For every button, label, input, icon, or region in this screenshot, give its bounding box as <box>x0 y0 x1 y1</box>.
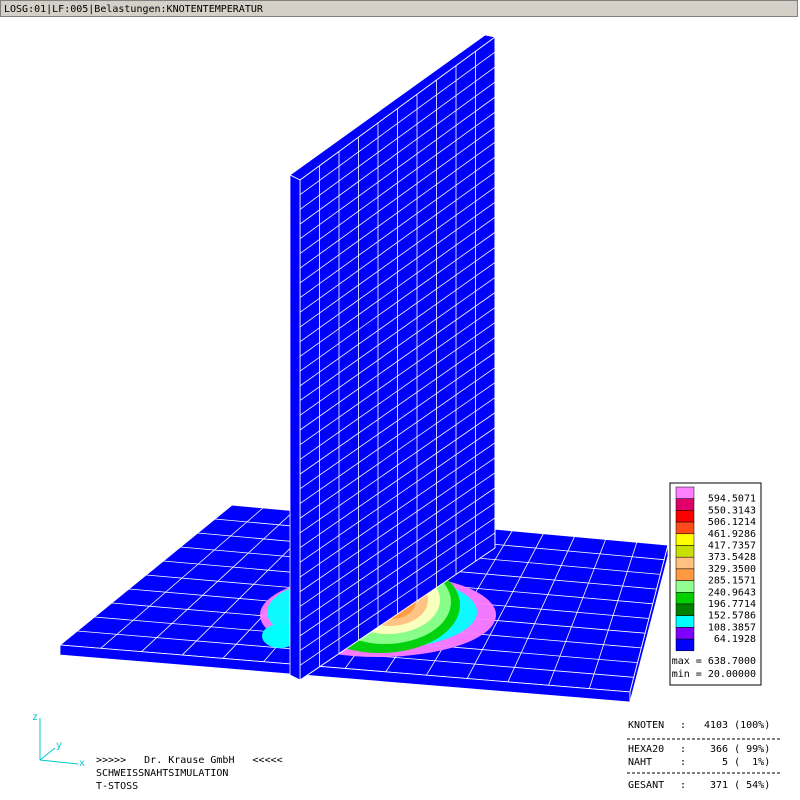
mesh-line <box>299 126 496 269</box>
stat-value: 366 ( 99%) <box>704 744 770 755</box>
mesh-line <box>299 337 496 475</box>
stat-sep: : <box>680 780 686 791</box>
legend-label: 550.3143 <box>708 505 756 516</box>
mesh-line <box>299 532 496 666</box>
mesh-line <box>299 262 496 401</box>
mesh-line <box>299 81 496 225</box>
legend-swatch <box>675 545 695 558</box>
mesh-line <box>299 111 496 254</box>
mesh-line <box>299 382 496 519</box>
mesh-line <box>299 397 496 534</box>
legend-min: min = 20.00000 <box>672 669 756 680</box>
legend-label: 64.1928 <box>714 634 756 645</box>
legend-label: 196.7714 <box>708 599 756 610</box>
mesh-line <box>299 367 496 504</box>
footer-line: T-STOSS <box>96 781 138 792</box>
mesh-line <box>299 51 496 196</box>
legend-swatch <box>675 533 695 546</box>
legend-swatch <box>675 521 695 535</box>
plate-edge <box>629 544 669 703</box>
legend-swatch <box>675 486 695 499</box>
legend-label: 329.3500 <box>708 564 756 575</box>
footer-company: >>>>> Dr. Krause GmbH <<<<< <box>96 755 283 766</box>
mesh-line <box>299 141 496 284</box>
axis-x <box>39 759 79 765</box>
legend-label: 373.5428 <box>708 552 756 563</box>
mesh-line <box>299 442 496 578</box>
mesh-line <box>299 427 496 563</box>
legend-swatch <box>675 638 695 652</box>
stat-label: GESANT <box>628 780 664 791</box>
legend-swatch <box>675 615 695 628</box>
legend-label: 417.7357 <box>708 541 756 552</box>
axis-y-label: y <box>56 740 62 751</box>
title-bar: LOSG:01|LF:005|Belastungen:KNOTENTEMPERA… <box>0 0 798 17</box>
legend-swatch <box>675 627 695 640</box>
stat-value: 371 ( 54%) <box>704 780 770 791</box>
mesh-line <box>299 66 496 210</box>
legend-max: max = 638.7000 <box>672 656 756 667</box>
model <box>58 34 669 703</box>
axis-z-label: z <box>32 712 38 723</box>
mesh-line <box>299 156 496 298</box>
legend-label: 152.5786 <box>708 611 756 622</box>
mesh-line <box>299 186 496 328</box>
web-edge <box>289 174 301 681</box>
mesh-line <box>299 487 496 622</box>
mesh-line <box>299 217 496 357</box>
stat-label: NAHT <box>628 757 652 768</box>
stat-value: 4103 (100%) <box>704 720 770 731</box>
stat-sep: : <box>680 744 686 755</box>
mesh-line <box>299 201 496 343</box>
legend-label: 594.5071 <box>708 494 756 505</box>
mesh-line <box>299 472 496 607</box>
legend-swatch <box>675 556 695 570</box>
mesh-line <box>299 322 496 460</box>
mesh-line <box>299 502 496 637</box>
mesh-line <box>299 96 496 240</box>
mesh-line <box>299 277 496 416</box>
mesh-line <box>299 292 496 431</box>
legend-label: 285.1571 <box>708 576 756 587</box>
overlay: max = 638.7000 min = 20.00000 z y x >>>>… <box>32 482 782 792</box>
stat-label: HEXA20 <box>628 744 664 755</box>
legend-swatch <box>675 580 695 593</box>
temperature-zone <box>262 624 298 648</box>
mesh-line <box>299 352 496 490</box>
legend-label: 240.9643 <box>708 587 756 598</box>
legend-swatch <box>675 510 695 523</box>
mesh-line <box>299 247 496 387</box>
legend-swatch <box>675 592 695 605</box>
stat-sep: : <box>680 720 686 731</box>
mesh-line <box>299 457 496 593</box>
mesh-line <box>299 412 496 548</box>
legend-label: 108.3857 <box>708 622 756 633</box>
mesh-line <box>299 307 496 446</box>
stat-sep: : <box>680 757 686 768</box>
footer-line: SCHWEISSNAHTSIMULATION <box>96 768 228 779</box>
mesh-line <box>299 232 496 372</box>
mesh-line <box>299 517 496 651</box>
legend-swatch <box>675 568 695 581</box>
stat-label: KNOTEN <box>628 720 664 731</box>
axis-x-label: x <box>79 758 85 769</box>
axis-y <box>39 747 56 761</box>
legend-label: 461.9286 <box>708 529 756 540</box>
stat-value: 5 ( 1%) <box>704 757 770 768</box>
legend-label: 506.1214 <box>708 517 756 528</box>
mesh-line <box>299 171 496 313</box>
legend-swatch <box>675 603 695 616</box>
legend-swatch <box>675 498 695 511</box>
